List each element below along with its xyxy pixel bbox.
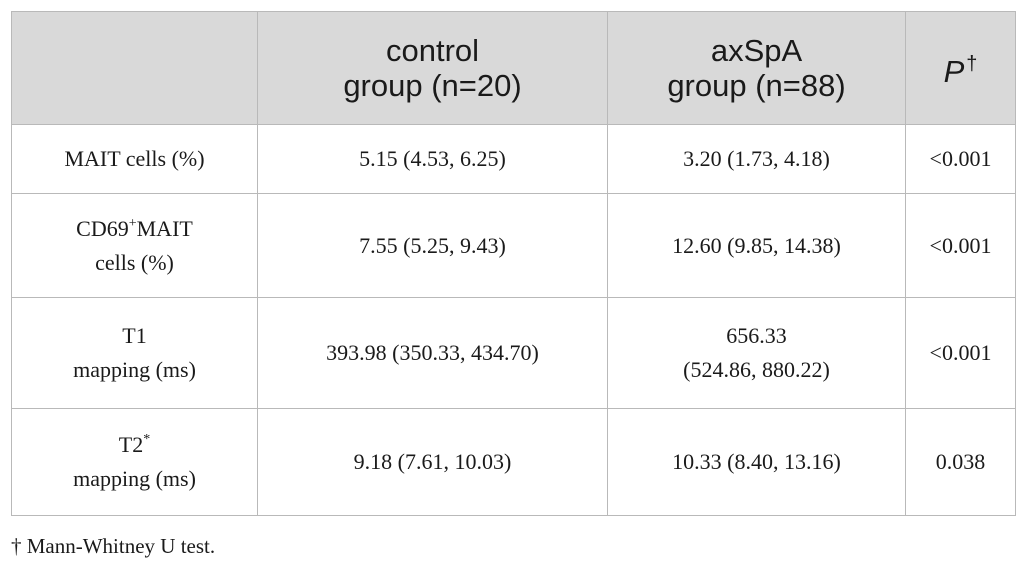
axspa-value-line1: 656.33 xyxy=(726,323,787,348)
header-control-group: control group (n=20) xyxy=(257,11,608,125)
row-label-pre: CD69 xyxy=(76,215,129,241)
row-label-line2: mapping (ms) xyxy=(73,466,196,491)
row-label-pre: T2 xyxy=(118,432,144,457)
row-label: T1 mapping (ms) xyxy=(11,297,258,409)
p-value: <0.001 xyxy=(905,124,1016,194)
results-table: control group (n=20) axSpA group (n=88) … xyxy=(11,11,1016,516)
table-row: T1 mapping (ms) 393.98 (350.33, 434.70) … xyxy=(11,297,1016,409)
axspa-value: 12.60 (9.85, 14.38) xyxy=(607,193,906,298)
axspa-value: 10.33 (8.40, 13.16) xyxy=(607,408,906,516)
row-label-sup: + xyxy=(128,215,137,231)
axspa-value: 3.20 (1.73, 4.18) xyxy=(607,124,906,194)
table-row: CD69+MAIT cells (%) 7.55 (5.25, 9.43) 12… xyxy=(11,193,1016,298)
control-value: 393.98 (350.33, 434.70) xyxy=(257,297,608,409)
row-label-line1: CD69+MAIT xyxy=(12,212,257,246)
row-label-line2: cells (%) xyxy=(95,249,174,275)
p-value: <0.001 xyxy=(905,297,1016,409)
header-dagger-mark: † xyxy=(966,53,978,75)
table-footnote: † Mann-Whitney U test. xyxy=(11,534,216,558)
header-p-value: P † xyxy=(905,11,1016,125)
header-control-line2: group (n=20) xyxy=(343,68,522,103)
p-value: 0.038 xyxy=(905,408,1016,516)
header-axspa-group: axSpA group (n=88) xyxy=(607,11,906,125)
axspa-value-line2: (524.86, 880.22) xyxy=(683,357,830,382)
header-empty-cell xyxy=(11,11,258,125)
header-row: control group (n=20) axSpA group (n=88) … xyxy=(11,11,1016,125)
row-label: MAIT cells (%) xyxy=(11,124,258,194)
header-control-line1: control xyxy=(385,33,480,68)
control-value: 5.15 (4.53, 6.25) xyxy=(257,124,608,194)
header-axspa-line2: group (n=88) xyxy=(667,68,846,103)
table-row: MAIT cells (%) 5.15 (4.53, 6.25) 3.20 (1… xyxy=(11,124,1016,194)
header-axspa-line1: axSpA xyxy=(710,33,803,68)
row-label-line1: T1 xyxy=(122,323,147,348)
row-label-sup: * xyxy=(143,432,151,447)
row-label-post: MAIT xyxy=(136,215,193,241)
header-p-label: P xyxy=(943,54,965,89)
row-label-text: MAIT cells (%) xyxy=(64,146,205,171)
row-label: T2* mapping (ms) xyxy=(11,408,258,516)
p-value: <0.001 xyxy=(905,193,1016,298)
control-value: 7.55 (5.25, 9.43) xyxy=(257,193,608,298)
row-label-line1: T2* xyxy=(12,428,257,462)
control-value: 9.18 (7.61, 10.03) xyxy=(257,408,608,516)
table-row: T2* mapping (ms) 9.18 (7.61, 10.03) 10.3… xyxy=(11,408,1016,516)
row-label: CD69+MAIT cells (%) xyxy=(11,193,258,298)
row-label-line2: mapping (ms) xyxy=(73,357,196,382)
axspa-value: 656.33 (524.86, 880.22) xyxy=(607,297,906,409)
